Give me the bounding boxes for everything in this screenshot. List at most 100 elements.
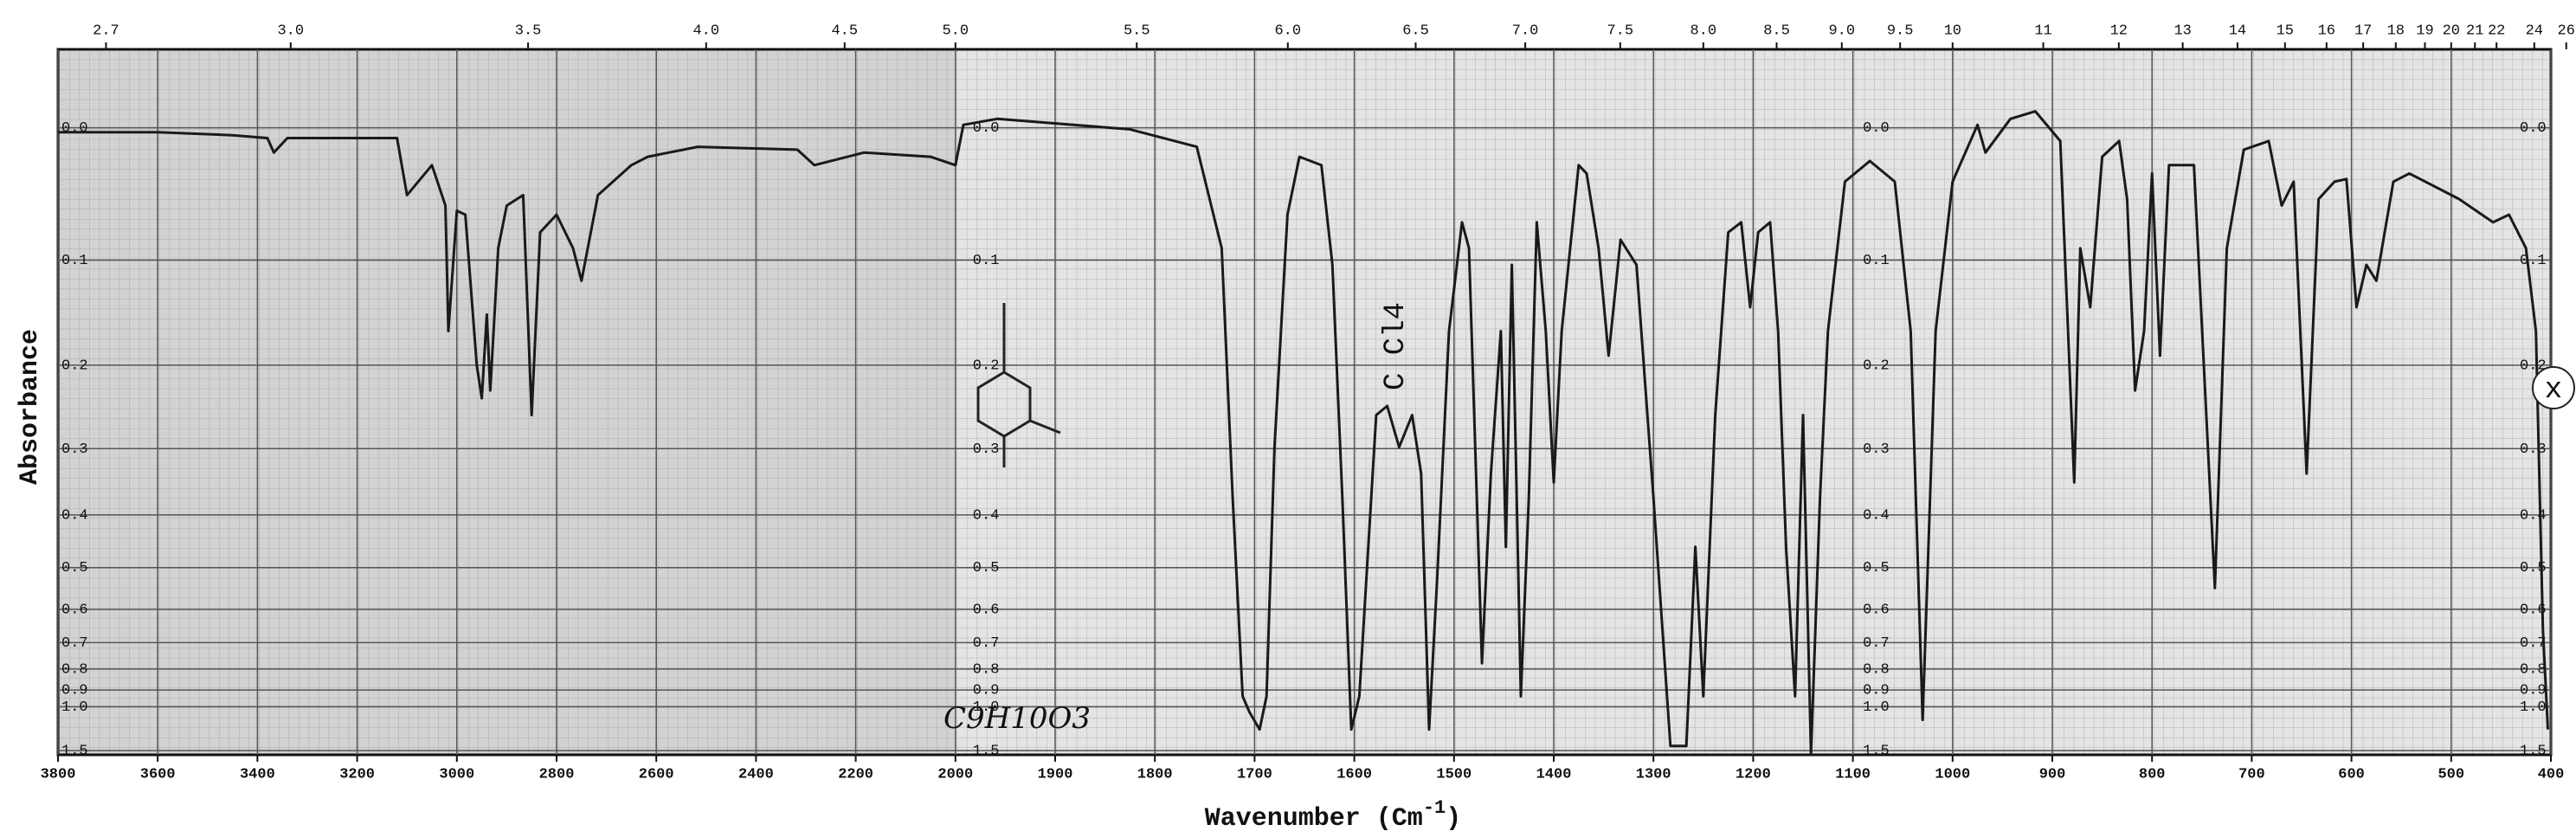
y-tick-label: 0.0	[973, 120, 1000, 137]
x2-tick-label: 18	[2387, 23, 2405, 39]
y-tick-label: 0.8	[2520, 661, 2547, 678]
x2-tick-label: 6.5	[1402, 23, 1429, 39]
x2-tick-label: 19	[2416, 23, 2433, 39]
y-tick-label: 0.3	[2520, 441, 2547, 458]
y-tick-label: 0.5	[973, 560, 1000, 577]
y-tick-label: 0.3	[61, 441, 88, 458]
x-tick-label: 3200	[339, 766, 375, 783]
x2-tick-label: 12	[2110, 23, 2128, 39]
x-tick-label: 1900	[1038, 766, 1073, 783]
y-tick-label: 0.4	[2520, 507, 2547, 524]
marker-annotation: x	[2545, 374, 2562, 407]
x-tick-label: 1400	[1536, 766, 1572, 783]
x2-tick-label: 8.0	[1690, 23, 1716, 39]
y-tick-label: 1.0	[1863, 699, 1890, 716]
y-axis-title: Absorbance	[16, 329, 45, 485]
y-tick-label: 0.3	[1863, 441, 1890, 458]
x2-tick-label: 9.5	[1887, 23, 1914, 39]
y-tick-label: 0.1	[973, 253, 1000, 269]
y-tick-label: 0.1	[61, 253, 88, 269]
y-tick-label: 1.5	[973, 744, 1000, 760]
x-tick-label: 900	[2039, 766, 2066, 783]
y-tick-label: 0.7	[973, 635, 1000, 652]
x2-tick-label: 17	[2354, 23, 2372, 39]
plot-layer: 3800 3600 3400 3200 3000 2800 2600 2400 2200 2000…	[41, 23, 2575, 783]
y-tick-label: 0.5	[2520, 560, 2547, 577]
x2-tick-label: 3.5	[515, 23, 542, 39]
y-tick-label: 0.1	[1863, 253, 1890, 269]
y-tick-label: 1.0	[2520, 699, 2547, 716]
x-axis-title-sup: -1	[1423, 797, 1446, 819]
y-tick-label: 1.5	[1863, 744, 1890, 760]
y-tick-label: 0.8	[973, 661, 1000, 678]
x-tick-label: 1800	[1137, 766, 1173, 783]
solvent-annotation: C Cl4	[1380, 302, 1413, 390]
x2-tick-label: 15	[2277, 23, 2294, 39]
x2-tick-label: 16	[2318, 23, 2335, 39]
x-axis-title-main: Wavenumber (Cm	[1205, 804, 1423, 831]
y-tick-label: 0.6	[973, 602, 1000, 619]
y-tick-label: 0.6	[61, 602, 88, 619]
y-tick-label: 0.2	[61, 358, 88, 374]
x-tick-label: 2200	[838, 766, 873, 783]
x-tick-label: 2400	[738, 766, 774, 783]
x2-tick-label: 10	[1944, 23, 1961, 39]
x-tick-label: 2000	[937, 766, 973, 783]
x-tick-label: 1700	[1237, 766, 1272, 783]
x-tick-label: 700	[2238, 766, 2265, 783]
x2-tick-label: 11	[2034, 23, 2051, 39]
y-tick-label: 0.9	[2520, 683, 2547, 699]
x2-tick-label: 21	[2466, 23, 2483, 39]
x2-tick-label: 26	[2558, 23, 2575, 39]
y-tick-label: 0.9	[1863, 683, 1890, 699]
x-tick-label: 600	[2338, 766, 2365, 783]
y-tick-label: 0.8	[1863, 661, 1890, 678]
paper	[56, 48, 2553, 757]
y-tick-label: 0.5	[61, 560, 88, 577]
paper-grid	[58, 49, 2551, 755]
x2-tick-label: 7.0	[1512, 23, 1539, 39]
y-tick-label: 0.6	[1863, 602, 1890, 619]
x-tick-label: 1100	[1835, 766, 1871, 783]
x2-tick-label: 2.7	[93, 23, 119, 39]
x2-tick-label: 5.5	[1124, 23, 1150, 39]
y-tick-label: 0.7	[1863, 635, 1890, 652]
x2-tick-label: 5.0	[942, 23, 969, 39]
x2-tick-label: 8.5	[1763, 23, 1790, 39]
y-tick-label: 0.5	[1863, 560, 1890, 577]
x-tick-label: 800	[2139, 766, 2166, 783]
spectrum-line	[58, 110, 2549, 757]
x2-tick-label: 22	[2488, 23, 2505, 39]
x2-tick-label: 4.5	[831, 23, 858, 39]
marker-circle	[2532, 366, 2575, 409]
y-tick-label: 0.7	[2520, 635, 2547, 652]
x2-tick-label: 6.0	[1274, 23, 1301, 39]
y-tick-label: 0.0	[1863, 120, 1890, 137]
x-axis-title-end: )	[1446, 804, 1461, 831]
x-tick-label: 400	[2538, 766, 2565, 783]
y-tick-label: 0.7	[61, 635, 88, 652]
y-tick-label: 0.8	[61, 661, 88, 678]
y-tick-label: 0.9	[61, 683, 88, 699]
x2-tick-label: 20	[2443, 23, 2460, 39]
x-tick-label: 2800	[539, 766, 575, 783]
y-tick-label: 1.0	[61, 699, 88, 716]
x-tick-label: 1500	[1436, 766, 1472, 783]
y-tick-label: 0.2	[973, 358, 1000, 374]
x2-tick-label: 4.0	[692, 23, 719, 39]
bond	[1029, 419, 1061, 435]
x2-tick-label: 3.0	[277, 23, 304, 39]
x-tick-label: 1000	[1935, 766, 1970, 783]
y-tick-label: 0.4	[1863, 507, 1890, 524]
y-tick-label: 0.0	[61, 120, 88, 137]
x-tick-label: 1300	[1636, 766, 1671, 783]
x-tick-label: 3800	[41, 766, 76, 783]
x-tick-label: 3000	[439, 766, 474, 783]
x2-tick-label: 7.5	[1607, 23, 1633, 39]
x2-tick-label: 13	[2174, 23, 2191, 39]
x-tick-label: 500	[2438, 766, 2464, 783]
y-tick-label: 0.6	[2520, 602, 2547, 619]
x2-tick-label: 14	[2229, 23, 2246, 39]
x-tick-label: 3400	[240, 766, 275, 783]
